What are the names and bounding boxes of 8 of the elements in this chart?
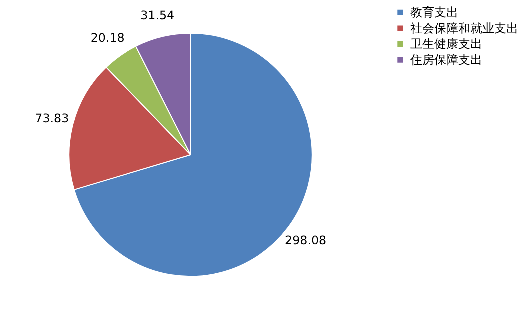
legend-label: 住房保障支出 <box>409 53 482 68</box>
legend-label: 卫生健康支出 <box>410 37 482 52</box>
legend-label: 教育支出 <box>410 6 458 20</box>
data-label: 31.54 <box>140 8 175 23</box>
data-label: 298.08 <box>285 234 327 248</box>
data-label: 20.18 <box>90 31 125 46</box>
data-label: 73.83 <box>35 112 70 126</box>
legend-label: 社会保障和就业支出 <box>410 21 518 36</box>
